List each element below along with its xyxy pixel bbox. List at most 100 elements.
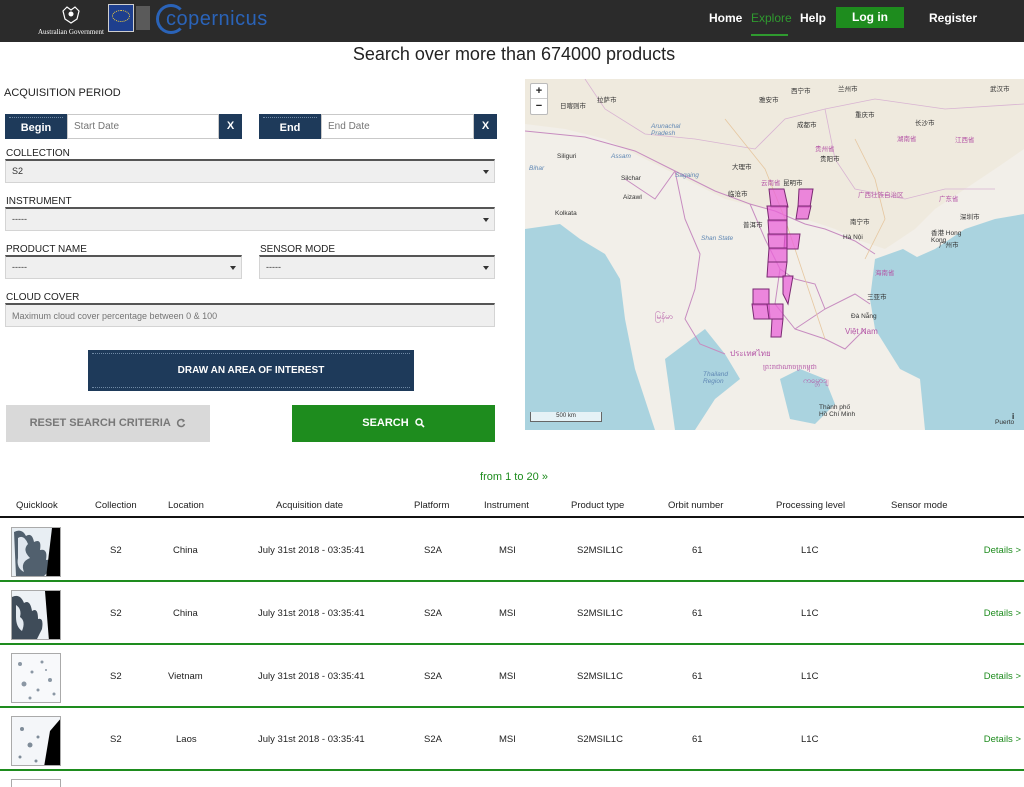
cell-instrument: MSI bbox=[499, 671, 516, 682]
cell-orbit-number: 61 bbox=[692, 734, 703, 745]
table-row[interactable]: S2 China July 31st 2018 - 03:35:41 S2A M… bbox=[0, 519, 1024, 582]
map-label: Arunachal Pradesh bbox=[651, 123, 681, 137]
begin-label: Begin bbox=[5, 114, 67, 139]
map-label: 雅安市 bbox=[759, 97, 779, 104]
quicklook-thumbnail[interactable] bbox=[11, 779, 61, 787]
table-row[interactable]: S2 China July 31st 2018 - 03:35:41 S2A M… bbox=[0, 582, 1024, 645]
cell-processing-level: L1C bbox=[801, 734, 819, 745]
start-date-input[interactable] bbox=[67, 114, 219, 139]
cell-platform: S2A bbox=[424, 608, 442, 619]
acquisition-period-label: ACQUISITION PERIOD bbox=[4, 87, 121, 99]
table-row[interactable]: S2 Vietnam July 31st 2018 - 03:35:41 S2A… bbox=[0, 645, 1024, 708]
cell-acquisition-date: July 31st 2018 - 03:35:41 bbox=[258, 734, 365, 745]
map-label: Đà Nẵng bbox=[851, 313, 877, 320]
map-label: 重庆市 bbox=[855, 112, 875, 119]
map-label: Silchar bbox=[621, 175, 641, 182]
map-label: 拉萨市 bbox=[597, 97, 617, 104]
collection-label: COLLECTION bbox=[6, 148, 70, 159]
cell-processing-level: L1C bbox=[801, 671, 819, 682]
clear-end-date-button[interactable]: X bbox=[474, 114, 497, 139]
cell-product-type: S2MSIL1C bbox=[577, 545, 623, 556]
copernicus-logo[interactable]: copernicus bbox=[156, 4, 267, 34]
map-label: 贵州省 bbox=[815, 146, 835, 153]
search-button[interactable]: SEARCH bbox=[292, 405, 495, 442]
quicklook-thumbnail[interactable] bbox=[11, 653, 61, 703]
map-label: Shan State bbox=[701, 235, 734, 242]
map-label: 贵阳市 bbox=[820, 156, 840, 163]
cell-collection: S2 bbox=[110, 608, 122, 619]
details-link[interactable]: Details > bbox=[983, 608, 1021, 619]
col-processing-level: Processing level bbox=[776, 500, 846, 511]
table-row[interactable] bbox=[0, 772, 1024, 787]
map-label: ประเทศไทย bbox=[730, 349, 771, 358]
sensor-mode-select[interactable]: ----- bbox=[259, 255, 495, 279]
cell-instrument: MSI bbox=[499, 545, 516, 556]
reset-search-label: RESET SEARCH CRITERIA bbox=[29, 417, 171, 429]
map-label: 昆明市 bbox=[783, 180, 803, 187]
details-link[interactable]: Details > bbox=[983, 671, 1021, 682]
map-label: 香港 Hong Kong bbox=[931, 230, 962, 244]
cell-product-type: S2MSIL1C bbox=[577, 608, 623, 619]
collection-select[interactable]: S2 bbox=[5, 159, 495, 183]
zoom-in-button[interactable]: + bbox=[531, 84, 547, 99]
nav-home[interactable]: Home bbox=[709, 11, 743, 25]
nav-explore[interactable]: Explore bbox=[751, 11, 792, 25]
caret-down-icon bbox=[483, 218, 489, 222]
map-label: 普洱市 bbox=[743, 222, 763, 229]
collection-value: S2 bbox=[12, 166, 24, 176]
cell-platform: S2A bbox=[424, 545, 442, 556]
map-label: Việt Nam bbox=[845, 327, 878, 336]
cell-product-type: S2MSIL1C bbox=[577, 671, 623, 682]
map-label: 西宁市 bbox=[791, 88, 811, 95]
pagination-next-icon[interactable]: » bbox=[541, 471, 548, 483]
map-label: Hà Nội bbox=[843, 234, 863, 241]
map-label: Bihar bbox=[529, 165, 545, 172]
col-platform: Platform bbox=[414, 500, 450, 511]
cell-platform: S2A bbox=[424, 671, 442, 682]
map-label: Thailand Region bbox=[703, 371, 728, 385]
map-label: 南宁市 bbox=[850, 219, 870, 226]
map-label: 武汉市 bbox=[990, 86, 1010, 93]
clear-start-date-button[interactable]: X bbox=[219, 114, 242, 139]
map-label: 广东省 bbox=[939, 196, 959, 203]
cell-acquisition-date: July 31st 2018 - 03:35:41 bbox=[258, 545, 365, 556]
quicklook-thumbnail[interactable] bbox=[11, 527, 61, 577]
search-icon bbox=[415, 418, 425, 428]
login-button[interactable]: Log in bbox=[836, 7, 904, 28]
sensor-mode-label: SENSOR MODE bbox=[260, 244, 336, 255]
pagination-range[interactable]: from 1 to 20 bbox=[480, 471, 539, 483]
map-scale-bar: 500 km bbox=[530, 412, 602, 422]
cell-platform: S2A bbox=[424, 734, 442, 745]
map-label: 广州市 bbox=[939, 242, 959, 249]
quicklook-thumbnail[interactable] bbox=[11, 716, 61, 766]
instrument-label: INSTRUMENT bbox=[6, 196, 72, 207]
map-label: 江西省 bbox=[955, 137, 975, 144]
map-attribution-info-button[interactable]: i bbox=[1012, 412, 1015, 421]
col-product-type: Product type bbox=[571, 500, 625, 511]
map-label: 兰州市 bbox=[838, 86, 858, 93]
cell-instrument: MSI bbox=[499, 734, 516, 745]
cell-collection: S2 bbox=[110, 545, 122, 556]
nav-help[interactable]: Help bbox=[800, 11, 827, 25]
map-view[interactable]: 拉萨市 日喀则市 Arunachal Pradesh Siliguri Assa… bbox=[525, 79, 1024, 430]
draw-area-button[interactable]: DRAW AN AREA OF INTEREST bbox=[88, 350, 414, 391]
end-date-input[interactable] bbox=[321, 114, 474, 139]
zoom-out-button[interactable]: − bbox=[535, 100, 543, 112]
product-name-select[interactable]: ----- bbox=[5, 255, 242, 279]
cloud-cover-input[interactable] bbox=[5, 303, 495, 327]
map-label: 长沙市 bbox=[915, 120, 935, 127]
cell-acquisition-date: July 31st 2018 - 03:35:41 bbox=[258, 671, 365, 682]
quicklook-thumbnail[interactable] bbox=[11, 590, 61, 640]
results-table-header: Quicklook Collection Location Acquisitio… bbox=[0, 499, 1024, 518]
nav-register[interactable]: Register bbox=[929, 11, 978, 25]
instrument-select[interactable]: ----- bbox=[5, 207, 495, 231]
table-row[interactable]: S2 Laos July 31st 2018 - 03:35:41 S2A MS… bbox=[0, 708, 1024, 771]
details-link[interactable]: Details > bbox=[983, 545, 1021, 556]
reset-search-button[interactable]: RESET SEARCH CRITERIA bbox=[6, 405, 210, 442]
cell-processing-level: L1C bbox=[801, 608, 819, 619]
col-collection: Collection bbox=[95, 500, 137, 511]
details-link[interactable]: Details > bbox=[983, 734, 1021, 745]
pagination: from 1 to 20 » bbox=[0, 471, 1024, 483]
australian-government-logo[interactable]: Australian Government bbox=[38, 3, 104, 37]
sensor-mode-value: ----- bbox=[266, 262, 281, 272]
